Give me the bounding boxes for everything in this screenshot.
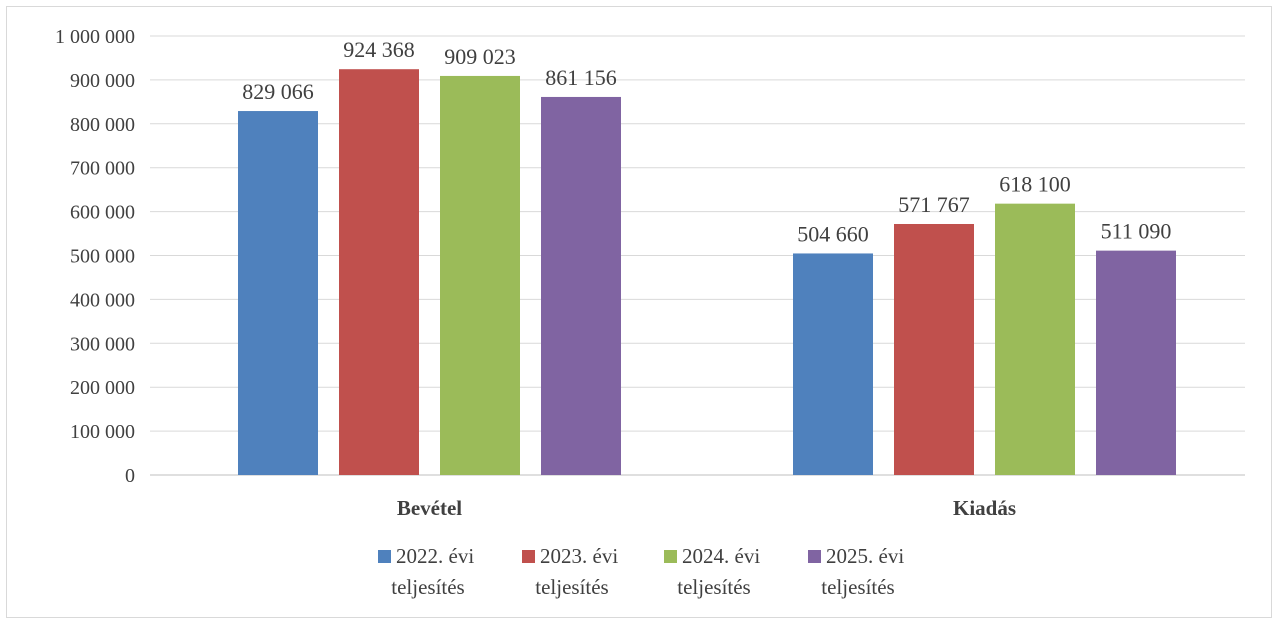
legend-label-line2: teljesítés [677,575,750,599]
legend-item: 2022. évi teljesítés [378,544,474,599]
data-labels: 829 066 924 368 909 023 861 156 504 660 571 7… [242,37,1171,246]
data-label: 504 660 [797,221,869,246]
data-label: 861 156 [545,65,617,90]
bar [238,111,318,475]
bar [995,203,1075,475]
data-label: 924 368 [343,37,415,62]
category-labels: Bevétel Kiadás [397,496,1016,520]
legend-label-line1: 2022. évi [396,544,474,568]
bar [894,223,974,475]
legend-swatch [378,550,391,563]
y-axis-tick-labels: 0 100 000 200 000 300 000 400 000 500 000 600 … [55,26,135,487]
legend-item: 2023. évi teljesítés [522,544,618,599]
y-tick-label: 800 000 [70,114,135,136]
category-label: Kiadás [953,496,1016,520]
category-label: Bevétel [397,496,462,520]
bar [440,75,520,475]
legend-label-line1: 2023. évi [540,544,618,568]
y-tick-label: 1 000 000 [55,26,135,48]
data-label: 909 023 [444,44,516,69]
legend-label-line1: 2024. évi [682,544,760,568]
legend-swatch [664,550,677,563]
y-tick-label: 900 000 [70,70,135,92]
data-label: 571 767 [898,192,970,217]
y-tick-label: 100 000 [70,421,135,443]
data-label: 511 090 [1101,219,1172,244]
y-tick-label: 400 000 [70,289,135,311]
bar [1096,250,1176,475]
legend-swatch [522,550,535,563]
legend-label-line1: 2025. évi [826,544,904,568]
legend-label-line2: teljesítés [821,575,894,599]
y-tick-label: 500 000 [70,246,135,268]
data-label: 618 100 [999,172,1071,197]
legend-item: 2024. évi teljesítés [664,544,760,599]
y-tick-label: 0 [125,465,135,487]
legend-label-line2: teljesítés [535,575,608,599]
legend-swatch [808,550,821,563]
y-tick-label: 600 000 [70,202,135,224]
legend-item: 2025. évi teljesítés [808,544,904,599]
legend-label-line2: teljesítés [391,575,464,599]
bar [339,69,419,475]
y-tick-label: 200 000 [70,377,135,399]
y-tick-label: 700 000 [70,158,135,180]
y-tick-label: 300 000 [70,333,135,355]
bars [238,69,1176,475]
data-label: 829 066 [242,79,314,104]
bar [793,253,873,475]
bar [541,96,621,475]
